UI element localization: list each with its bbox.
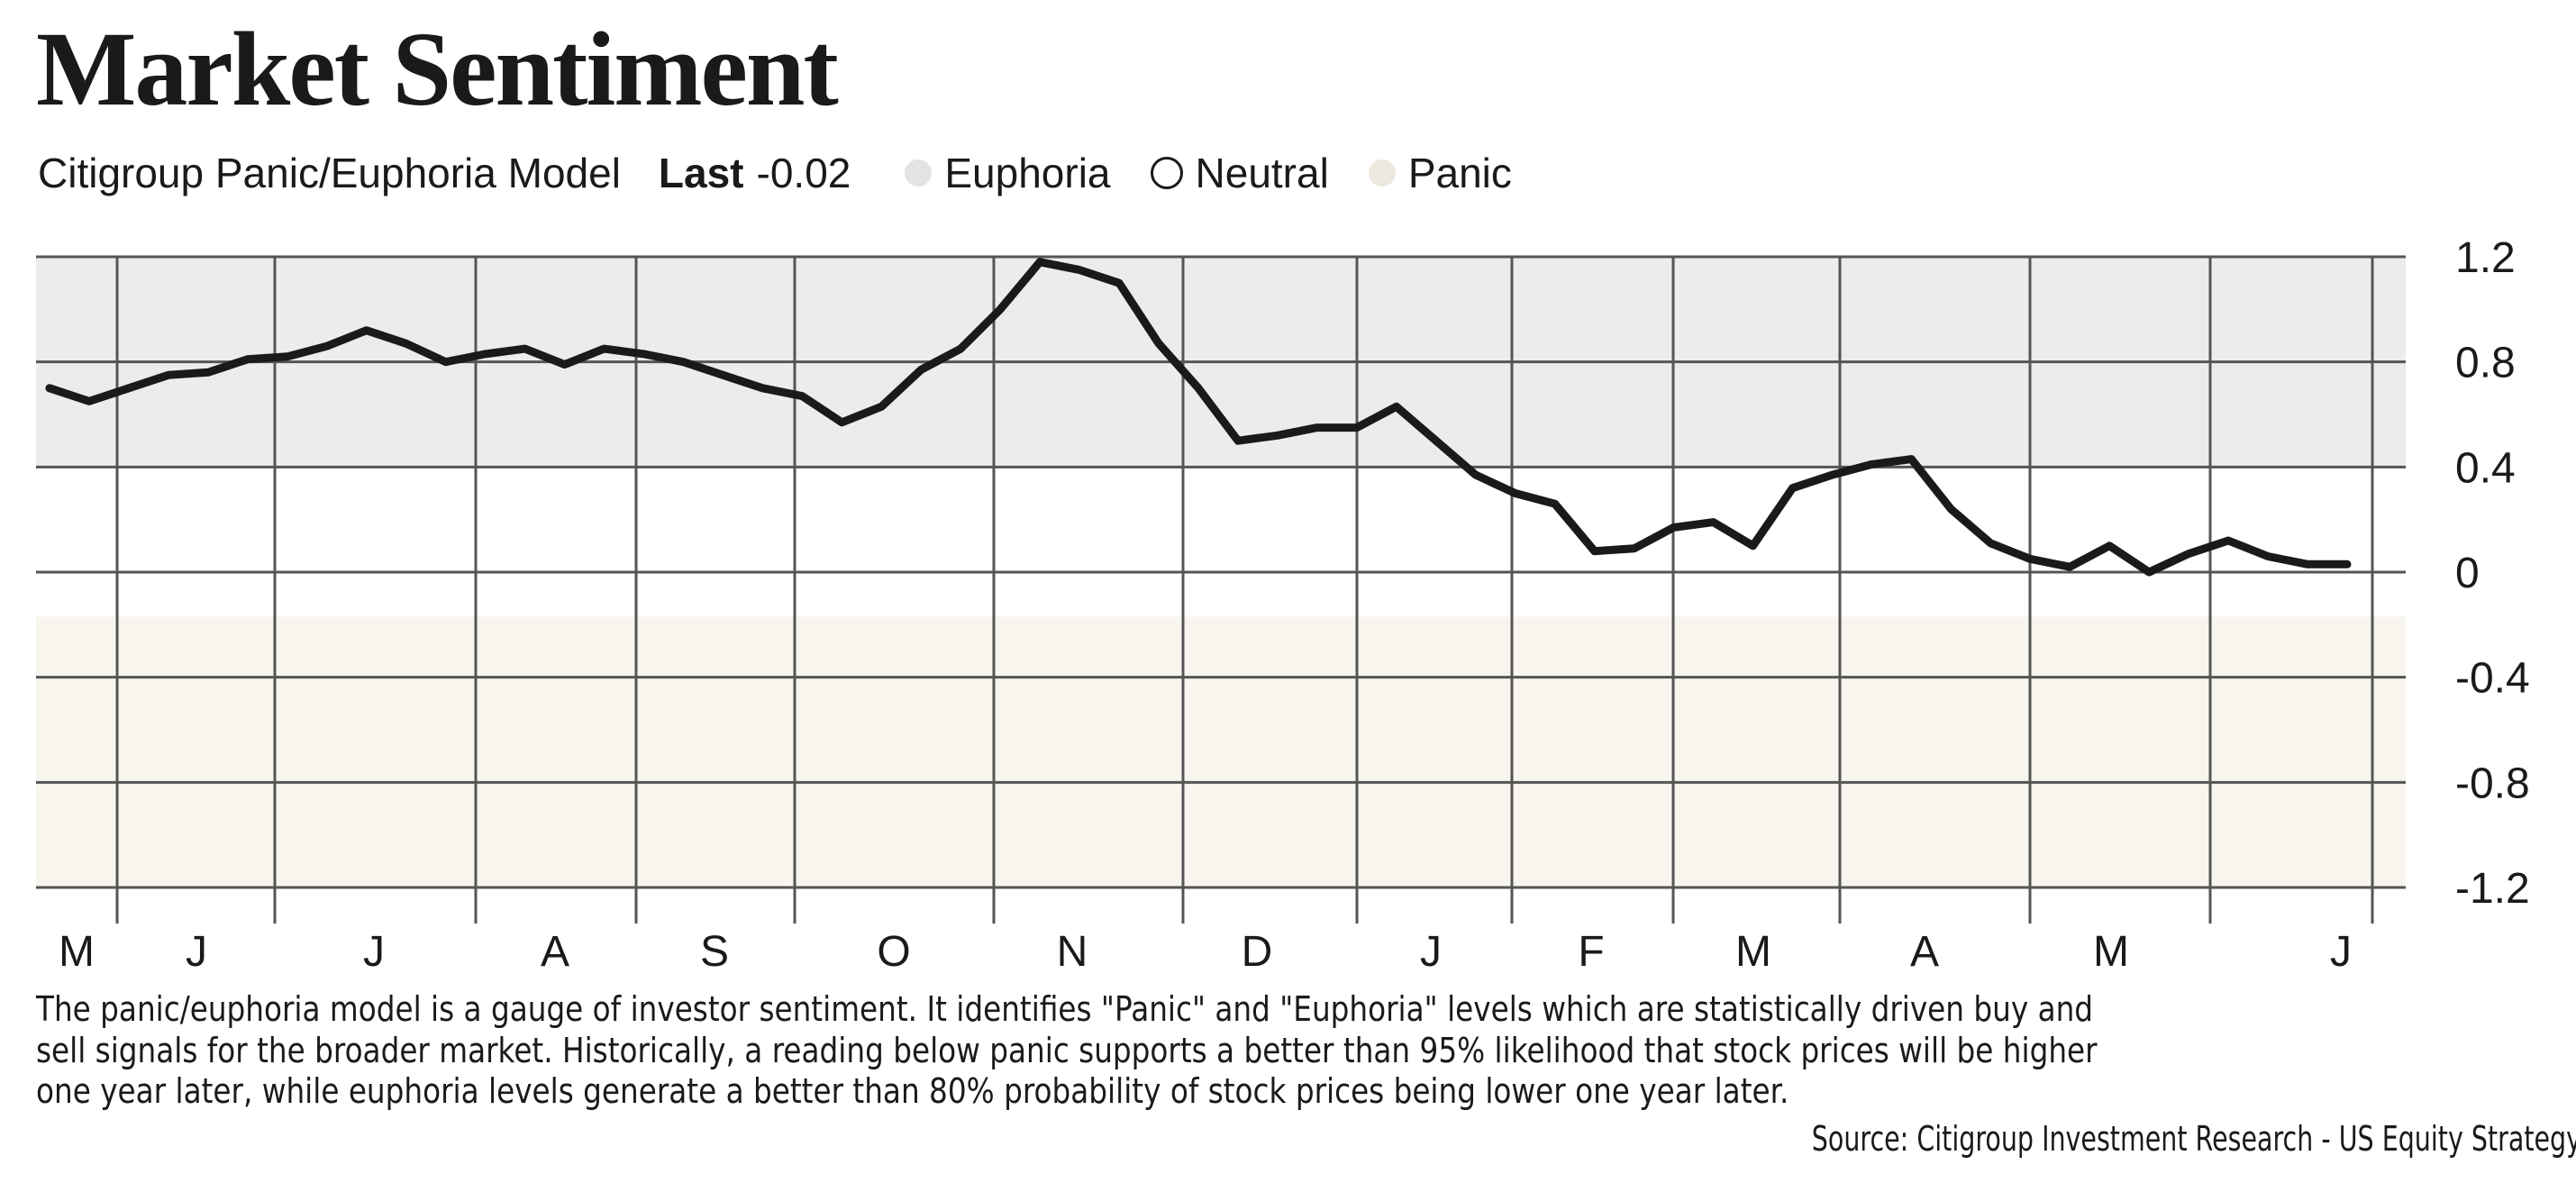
x-tick-label: F: [1578, 928, 1604, 976]
x-tick-label: O: [877, 928, 910, 976]
x-tick-label: J: [1420, 928, 1442, 976]
series-line: [45, 258, 2352, 577]
last-label: Last: [658, 150, 744, 196]
chart-subtitle: Citigroup Panic/Euphoria Model: [38, 150, 621, 196]
x-tick-label: J: [2330, 928, 2352, 976]
y-tick-label: -1.2: [2455, 865, 2530, 913]
legend-item-neutral: Neutral: [1150, 149, 1329, 197]
y-tick-label: 0.8: [2455, 340, 2516, 387]
x-tick-label: A: [541, 928, 569, 976]
y-tick-label: 1.2: [2455, 234, 2516, 282]
y-tick-label: -0.8: [2455, 760, 2530, 807]
x-tick-label: J: [363, 928, 385, 976]
legend-item-euphoria: Euphoria: [905, 149, 1111, 197]
x-tick-label: M: [1735, 928, 1771, 976]
chart-title: Market Sentiment: [36, 10, 839, 128]
legend-label: Neutral: [1195, 150, 1329, 196]
x-tick-label: D: [1242, 928, 1273, 976]
y-tick-label: 0.4: [2455, 444, 2516, 492]
subtitle-row: Citigroup Panic/Euphoria Model Last -0.0…: [38, 146, 1552, 200]
legend-item-panic: Panic: [1368, 149, 1512, 197]
legend-swatch-euphoria: [905, 159, 933, 187]
legend-label: Euphoria: [944, 150, 1111, 196]
x-tick-label: M: [2093, 928, 2129, 976]
source-note: Source: Citigroup Investment Research - …: [1811, 1119, 2576, 1159]
x-tick-label: M: [59, 928, 95, 976]
x-tick-label: J: [186, 928, 207, 976]
panic-zone: [36, 616, 2406, 887]
x-tick-label: N: [1057, 928, 1088, 976]
legend-swatch-panic: [1368, 159, 1396, 187]
legend: Euphoria Neutral Panic: [905, 149, 1552, 197]
legend-label: Panic: [1407, 150, 1512, 196]
legend-swatch-neutral: [1150, 157, 1183, 189]
y-tick-label: -0.4: [2455, 655, 2530, 703]
x-tick-label: A: [1910, 928, 1939, 976]
x-tick-label: S: [700, 928, 729, 976]
y-tick-label: 0: [2455, 550, 2480, 597]
footnote: The panic/euphoria model is a gauge of i…: [36, 989, 2098, 1112]
chart-area: 1.2 0.8 0.4 0 -0.4 -0.8 -1.2 M J J A S O N D J F M A M J: [36, 234, 2530, 976]
last-value: -0.02: [756, 150, 851, 196]
